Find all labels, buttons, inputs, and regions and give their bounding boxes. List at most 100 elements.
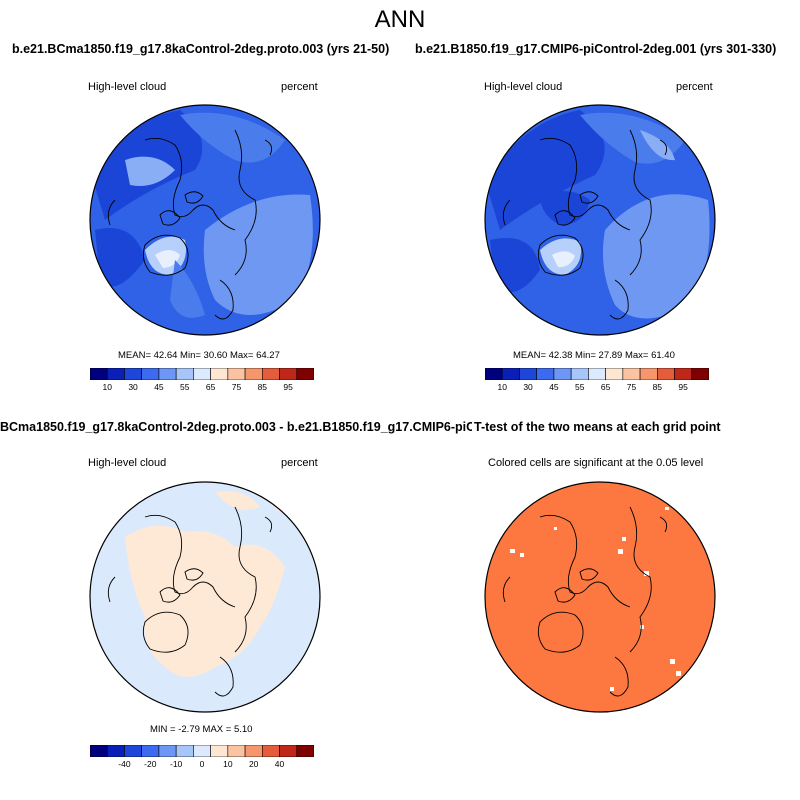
colorbar-box — [244, 368, 263, 380]
colorbar-box — [244, 745, 263, 757]
colorbar-box — [158, 368, 177, 380]
colorbar-box — [691, 368, 709, 380]
colorbar-tick-label: 75 — [231, 382, 242, 392]
coastlines — [502, 506, 668, 697]
colorbar-box — [90, 745, 108, 757]
colorbar-box — [279, 368, 298, 380]
map-border — [484, 481, 716, 713]
map-fill-light — [602, 194, 710, 319]
colorbar-box — [519, 368, 537, 380]
colorbar-box — [296, 745, 314, 757]
panel-title-top-left: b.e21.BCma1850.f19_g17.8kaControl-2deg.p… — [12, 42, 390, 56]
figure-title: ANN — [374, 6, 426, 33]
stats-top-right: MEAN= 42.38 Min= 27.89 Max= 61.40 — [513, 350, 675, 361]
colorbar-box — [570, 368, 589, 380]
units-label-top-right: percent — [676, 81, 713, 93]
map-fill-peach — [125, 525, 285, 677]
map-fill-deep — [485, 110, 605, 230]
stats-top-left: MEAN= 42.64 Min= 30.60 Max= 64.27 — [118, 350, 280, 361]
panel-title-bottom-left: BCma1850.f19_g17.8kaControl-2deg.proto.0… — [0, 420, 472, 434]
units-label-top-left: percent — [281, 81, 318, 93]
colorbar-box — [639, 368, 658, 380]
colorbar-tick-label: 0 — [199, 759, 205, 769]
colorbar-tick-label: 10 — [497, 382, 507, 392]
colorbar-tick-label: 65 — [600, 382, 611, 392]
colorbar-labels-top-right: 10 30 45 55 65 75 85 95 — [485, 382, 709, 396]
polar-map-top-right — [484, 104, 716, 336]
insignificant-cells — [510, 507, 681, 691]
colorbar-box — [141, 368, 160, 380]
colorbar-top-left — [90, 368, 314, 380]
colorbar-box — [296, 368, 314, 380]
colorbar-top-right — [485, 368, 709, 380]
colorbar-tick-label: 20 — [248, 759, 259, 769]
colorbar-box — [279, 745, 298, 757]
map-fill-significant — [485, 482, 715, 712]
significance-label: Colored cells are significant at the 0.0… — [488, 457, 704, 469]
map-border — [89, 104, 321, 336]
colorbar-tick-label: 45 — [154, 382, 164, 392]
colorbar-box — [90, 368, 108, 380]
colorbar-labels-top-left: 10 30 45 55 65 75 85 95 — [90, 382, 314, 396]
units-label-bottom-left: percent — [281, 457, 318, 469]
colorbar-tick-label: -10 — [169, 759, 183, 769]
colorbar-box — [193, 745, 211, 757]
colorbar-box — [175, 368, 194, 380]
colorbar-tick-label: 55 — [575, 382, 585, 392]
colorbar-box — [106, 745, 125, 757]
colorbar-tick-label: 95 — [678, 382, 688, 392]
colorbar-box — [227, 745, 246, 757]
colorbar-tick-label: 30 — [128, 382, 138, 392]
colorbar-box — [501, 368, 520, 380]
colorbar-box — [674, 368, 693, 380]
colorbar-tick-label: 30 — [523, 382, 533, 392]
colorbar-box — [124, 368, 142, 380]
colorbar-box — [141, 745, 160, 757]
colorbar-tick-label: 75 — [626, 382, 637, 392]
colorbar-box — [124, 745, 142, 757]
colorbar-box — [622, 368, 641, 380]
stats-bottom-left: MIN = -2.79 MAX = 5.10 — [150, 724, 253, 735]
colorbar-box — [175, 745, 194, 757]
colorbar-tick-label: 10 — [102, 382, 112, 392]
colorbar-tick-label: -40 — [118, 759, 131, 769]
map-border — [484, 104, 716, 336]
variable-label-bottom-left: High-level cloud — [88, 457, 167, 469]
polar-map-bottom-left — [89, 481, 321, 713]
polar-map-bottom-right — [484, 481, 716, 713]
coastlines — [107, 129, 273, 320]
colorbar-tick-label: -20 — [144, 759, 157, 769]
polar-map-top-left — [89, 104, 321, 336]
colorbar-box — [262, 745, 280, 757]
panel-title-top-right: b.e21.B1850.f19_g17.CMIP6-piControl-2deg… — [415, 42, 777, 56]
colorbar-box — [553, 368, 572, 380]
colorbar-box — [588, 368, 606, 380]
colorbar-tick-label: 85 — [257, 382, 268, 392]
colorbar-box — [536, 368, 555, 380]
map-border — [89, 481, 321, 713]
colorbar-tick-label: 95 — [283, 382, 293, 392]
colorbar-tick-label: 40 — [274, 759, 285, 769]
colorbar-box — [210, 368, 229, 380]
variable-label-top-right: High-level cloud — [484, 81, 563, 93]
variable-label-top-left: High-level cloud — [88, 81, 167, 93]
colorbar-box — [605, 368, 624, 380]
coastlines — [107, 506, 273, 697]
colorbar-box — [106, 368, 125, 380]
colorbar-box — [210, 745, 229, 757]
colorbar-box — [227, 368, 246, 380]
colorbar-box — [158, 745, 177, 757]
colorbar-tick-label: 10 — [223, 759, 233, 769]
colorbar-tick-label: 85 — [652, 382, 663, 392]
colorbar-box — [485, 368, 503, 380]
colorbar-box — [193, 368, 211, 380]
colorbar-tick-label: 45 — [549, 382, 559, 392]
panel-title-bottom-right: T-test of the two means at each grid poi… — [474, 420, 721, 434]
colorbar-bottom-left — [90, 745, 314, 757]
colorbar-box — [657, 368, 675, 380]
colorbar-tick-label: 55 — [180, 382, 190, 392]
colorbar-tick-label: 65 — [205, 382, 216, 392]
colorbar-labels-bottom-left: -40 -20 -10 0 10 20 40 — [90, 759, 314, 773]
colorbar-box — [262, 368, 280, 380]
map-fill-light — [203, 194, 313, 315]
